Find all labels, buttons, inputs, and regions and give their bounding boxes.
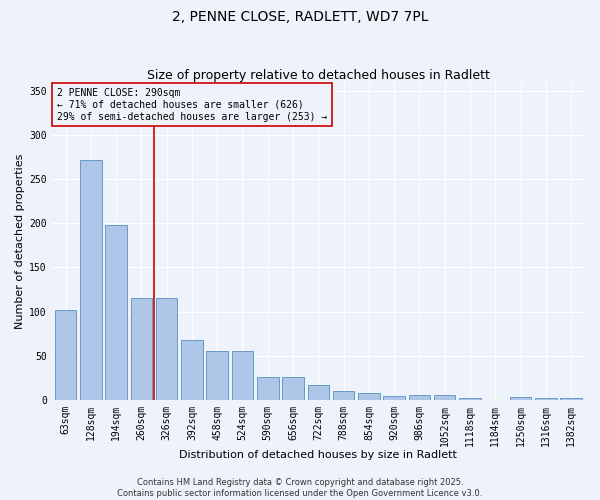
X-axis label: Distribution of detached houses by size in Radlett: Distribution of detached houses by size … [179, 450, 457, 460]
Bar [333, 391, 355, 400]
Bar [131, 298, 152, 400]
Bar [283, 377, 304, 400]
Text: 2, PENNE CLOSE, RADLETT, WD7 7PL: 2, PENNE CLOSE, RADLETT, WD7 7PL [172, 10, 428, 24]
Bar [257, 377, 278, 400]
Bar [156, 298, 178, 400]
Text: Contains HM Land Registry data © Crown copyright and database right 2025.
Contai: Contains HM Land Registry data © Crown c… [118, 478, 482, 498]
Bar [358, 393, 380, 400]
Bar [55, 310, 76, 400]
Bar [409, 396, 430, 400]
Bar [206, 352, 228, 400]
Bar [181, 340, 203, 400]
Bar [106, 225, 127, 400]
Bar [308, 385, 329, 400]
Text: 2 PENNE CLOSE: 290sqm
← 71% of detached houses are smaller (626)
29% of semi-det: 2 PENNE CLOSE: 290sqm ← 71% of detached … [57, 88, 327, 122]
Bar [434, 396, 455, 400]
Y-axis label: Number of detached properties: Number of detached properties [15, 153, 25, 328]
Bar [459, 398, 481, 400]
Bar [232, 352, 253, 400]
Bar [510, 397, 531, 400]
Bar [535, 398, 557, 400]
Title: Size of property relative to detached houses in Radlett: Size of property relative to detached ho… [147, 69, 490, 82]
Bar [560, 398, 582, 400]
Bar [80, 160, 101, 400]
Bar [383, 396, 405, 400]
